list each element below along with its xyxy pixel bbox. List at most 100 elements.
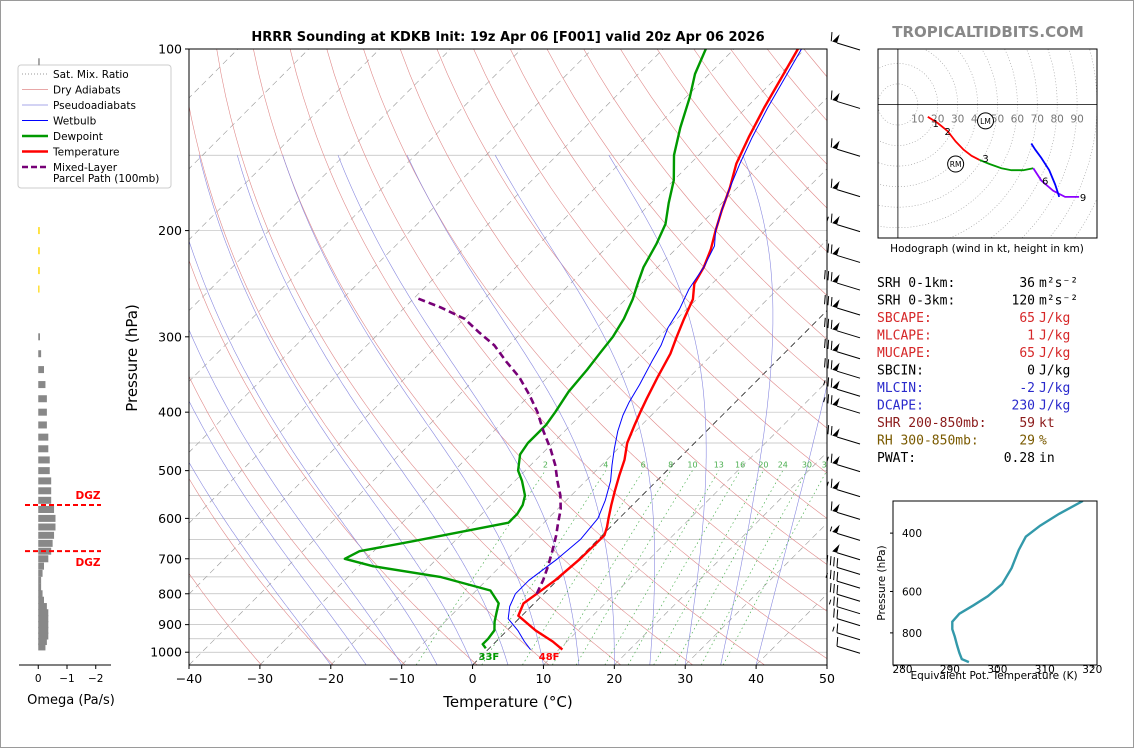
wind-barb-staff [837,633,860,640]
wind-barb-full [831,272,832,281]
surface-dewpoint-label: 33F [479,652,500,663]
omega-bar [38,227,39,234]
wind-barb-staff [837,255,860,262]
x-tick-label: 50 [819,671,835,686]
wind-barb [827,479,860,497]
wind-barb-full [831,245,832,254]
mixing-ratio-label: 8 [668,461,673,470]
omega-axis-label: Omega (Pa/s) [27,693,115,708]
omega-bar [38,477,51,484]
skewt-y-axis-label: Pressure (hPa) [123,304,141,412]
wind-barb-flag [832,504,839,513]
hodograph-height-label: 2 [944,127,950,138]
omega-bar [38,350,41,357]
wind-barb-full [830,556,831,565]
wind-barb-full [831,378,832,387]
omega-bar [38,395,47,402]
index-unit: % [1039,434,1047,449]
wind-barb-full [831,454,832,463]
wind-barb-flag [832,428,839,437]
omega-bar [38,409,47,416]
wind-barb-full [831,138,832,147]
index-value: 65 [1019,346,1035,361]
mixing-ratio-label: 24 [778,461,788,470]
x-tick-label: −30 [247,671,273,686]
wind-barb-flag [832,456,839,465]
legend-label: Temperature [52,147,120,159]
wind-barb-full [825,358,826,367]
wind-barb-full [831,501,832,510]
wind-barb-flag [832,34,839,43]
omega-bar [38,584,41,591]
omega-bar [38,58,39,65]
wind-barb-full [831,214,832,223]
mixing-ratio-label: 4 [603,461,608,470]
index-unit: m²s⁻² [1039,276,1078,291]
wind-barb [824,377,860,396]
omega-bar [38,487,51,494]
index-unit: J/kg [1039,381,1070,396]
wind-barb-full [831,360,832,369]
wind-barb-staff [837,553,860,560]
wind-barb-flag [832,93,839,102]
index-value: 230 [1012,399,1035,414]
wind-barb-full [827,555,828,564]
index-unit: m²s⁻² [1039,294,1078,309]
omega-bar [38,366,44,373]
wind-barb-full [828,271,829,280]
y-tick-label: 800 [158,586,182,601]
y-tick-label: 600 [158,511,182,526]
omega-bar [38,467,50,474]
index-value: 29 [1019,434,1035,449]
wind-barb-staff [837,283,860,290]
wind-barb-full [825,295,826,304]
wind-barb [825,318,860,338]
wind-barb-full [837,598,838,607]
moist-adiabat-line [283,155,544,665]
wind-barb-flag [832,481,839,490]
wind-barb-staff [837,406,860,413]
wind-barb-full [831,179,832,188]
omega-bar [38,540,52,547]
moist-adiabat-line [407,155,614,665]
omega-bar [38,445,48,452]
wind-barb [831,501,860,519]
theta-e-y-tick-label: 400 [902,528,922,540]
brand-watermark: TROPICALTIDBITS.COM [892,23,1084,41]
isotherm-line [260,49,876,665]
wind-barb [831,32,860,50]
omega-bar [38,609,48,616]
index-unit: J/kg [1039,329,1070,344]
index-label: MLCAPE: [877,329,932,344]
wind-barb-flag [832,141,839,150]
omega-bar [38,577,41,584]
omega-bar [38,497,51,504]
wind-barb-staff [837,607,860,614]
wind-barb-staff [837,389,860,396]
x-tick-label: 40 [748,671,764,686]
omega-bar [38,532,54,539]
wind-barb-staff [837,646,860,653]
index-label: SRH 0-3km: [877,294,955,309]
wind-barb-full [834,557,835,566]
index-label: DCAPE: [877,399,924,414]
index-label: SBCIN: [877,364,924,379]
omega-bar [38,570,42,577]
index-value: 1 [1027,329,1035,344]
wind-barb-staff [837,43,860,50]
mixing-ratio-label: 20 [758,461,768,470]
index-value: 65 [1019,311,1035,326]
wind-barb [825,358,860,378]
wind-barb-full [828,425,829,434]
wind-barb [834,608,860,625]
wind-barb-staff [837,101,860,108]
wind-barb-full [825,339,826,348]
wind-barb [828,425,860,444]
index-unit: J/kg [1039,311,1070,326]
wind-barb-staff [837,437,860,444]
x-tick-label: −10 [388,671,414,686]
dry-adiabat-line [253,49,692,665]
theta-e-x-tick-label: 320 [1082,664,1102,676]
